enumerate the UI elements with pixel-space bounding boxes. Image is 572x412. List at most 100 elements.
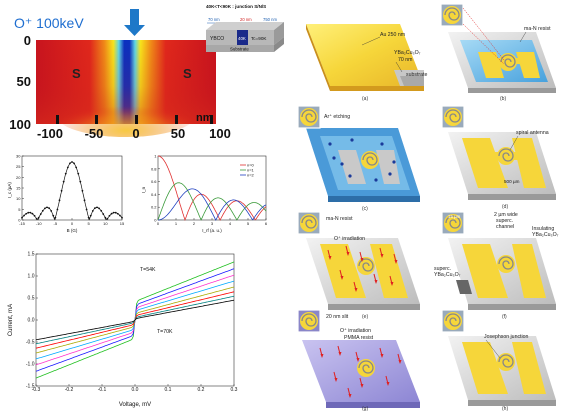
svg-text:ma-N resist: ma-N resist <box>326 216 353 222</box>
tick-label: 0 <box>18 218 21 223</box>
svg-text:750 nm: 750 nm <box>263 17 277 22</box>
data-point <box>119 214 121 217</box>
ion-dot <box>380 142 384 146</box>
ion-arrow-head <box>124 25 145 36</box>
tick-label: 1 <box>154 154 157 159</box>
ion-dot <box>332 156 336 160</box>
iv-series <box>35 299 235 341</box>
tick-label: 0.2 <box>198 387 205 393</box>
tick-label: 5 <box>88 221 91 226</box>
tick-label: 0.0 <box>28 318 35 324</box>
data-point <box>66 166 69 169</box>
iv-plot: -1.5 -1.0 -0.5 0.0 0.5 1.0 1.5 -0.3 -0.2 -0.1 0.0… <box>8 252 238 409</box>
fraunhofer-ylabel: I_c (µA) <box>7 182 12 198</box>
shapiro-xlabel: I_rf (a. u.) <box>202 228 222 233</box>
tick-label: 0.1 <box>165 387 172 393</box>
svg-text:n=0: n=0 <box>247 163 255 168</box>
panel-b: ma-N resist (b) <box>440 3 556 102</box>
svg-text:YBCO: YBCO <box>210 36 224 42</box>
data-point <box>58 199 61 202</box>
tick-label: -1.0 <box>26 362 35 368</box>
svg-text:500 µm: 500 µm <box>504 179 520 184</box>
x-tick: 0 <box>132 126 139 140</box>
data-point <box>91 209 94 212</box>
data-point <box>75 166 78 169</box>
data-point <box>79 180 82 183</box>
fraunhofer-plot: 0 5 10 15 20 25 30 -15 -10 -5 0 5 10 15 I_c (µA) B (… <box>7 154 125 234</box>
ion-dot <box>374 178 378 182</box>
data-point <box>106 217 109 220</box>
svg-text:20 nm: 20 nm <box>240 17 252 22</box>
data-point <box>33 214 36 217</box>
tick-label: 1.0 <box>28 274 35 280</box>
svg-text:2 µm wide: 2 µm wide <box>494 212 518 218</box>
svg-text:(d): (d) <box>502 204 508 210</box>
svg-text:Josephson junction: Josephson junction <box>484 334 529 340</box>
tick-label: 10 <box>16 196 21 201</box>
svg-text:40K<T<90K : junction S/N/S: 40K<T<90K : junction S/N/S <box>206 4 266 9</box>
data-point <box>100 209 103 212</box>
tick-label: 15 <box>120 221 125 226</box>
ion-arrow-head <box>390 282 394 286</box>
ion-arrow-head <box>320 354 324 358</box>
data-point <box>94 207 96 210</box>
ion-dot <box>328 142 332 146</box>
y-tick: 100 <box>9 117 31 132</box>
tick-label: 30 <box>16 154 21 159</box>
tick-label: 0 <box>71 221 74 226</box>
ion-arrow-head <box>354 288 358 292</box>
svg-text:(c): (c) <box>362 206 368 212</box>
svg-text:(e): (e) <box>362 314 368 320</box>
svg-text:ma-N resist: ma-N resist <box>524 26 551 32</box>
shapiro-series-0 <box>158 155 267 221</box>
x-unit: nm <box>196 112 213 124</box>
svg-text:Insulating: Insulating <box>532 226 554 232</box>
panel-g: 20 nm slit O⁺ irradiation PMMA resist (g… <box>297 309 420 412</box>
data-point <box>114 211 117 214</box>
data-point <box>27 211 30 214</box>
svg-text:YBa₂Cu₃O₇: YBa₂Cu₃O₇ <box>532 232 559 238</box>
svg-text:Substrate: Substrate <box>230 47 249 52</box>
svg-text:substrate: substrate <box>406 72 427 78</box>
ion-arrow-head <box>348 394 352 398</box>
ion-arrow-head <box>328 256 332 260</box>
data-point <box>54 216 57 219</box>
svg-text:Au 250 nm: Au 250 nm <box>380 32 405 38</box>
fraunhofer-xlabel: B (G) <box>67 228 78 233</box>
data-point <box>23 214 25 217</box>
ion-arrow-head <box>338 352 342 356</box>
tick-label: 5 <box>247 221 250 226</box>
iv-label-bottom: T=70K <box>157 329 173 335</box>
svg-text:PMMA resist: PMMA resist <box>344 335 374 341</box>
iv-ylabel: Current, mA <box>8 304 14 336</box>
tick-label: -0.2 <box>65 387 74 393</box>
ion-arrow-head <box>386 382 390 386</box>
tick-label: 0.3 <box>231 387 238 393</box>
data-point <box>116 212 119 215</box>
tick-label: 10 <box>103 221 108 226</box>
data-point <box>25 212 28 215</box>
svg-text:superc.: superc. <box>434 266 451 272</box>
ion-dot <box>348 174 352 178</box>
x-tick: 50 <box>171 126 185 140</box>
tick-label: 0 <box>154 218 157 223</box>
region-right: S <box>183 66 192 81</box>
tick-label: -5 <box>54 221 58 226</box>
x-tick: -50 <box>85 126 104 140</box>
fabrication-panels: Au 250 nm YBa₂Cu₃O₇ 70 nm substrate (a) … <box>297 3 559 412</box>
data-point <box>81 189 84 192</box>
tick-label: -0.5 <box>26 340 35 346</box>
ion-arrow-head <box>346 252 350 256</box>
x-tick: 100 <box>209 126 231 140</box>
fraunhofer-points <box>21 161 123 220</box>
ion-arrow-head <box>380 354 384 358</box>
panel-c: Ar⁺ etching (c) <box>297 105 420 212</box>
y-tick: 50 <box>17 74 31 89</box>
svg-text:O⁺ irradiation: O⁺ irradiation <box>334 236 365 242</box>
tick-label: 0 <box>157 221 160 226</box>
fraunhofer-curve <box>21 161 123 221</box>
data-point <box>37 216 40 219</box>
data-point <box>35 217 38 220</box>
tick-label: 0.8 <box>151 166 157 171</box>
